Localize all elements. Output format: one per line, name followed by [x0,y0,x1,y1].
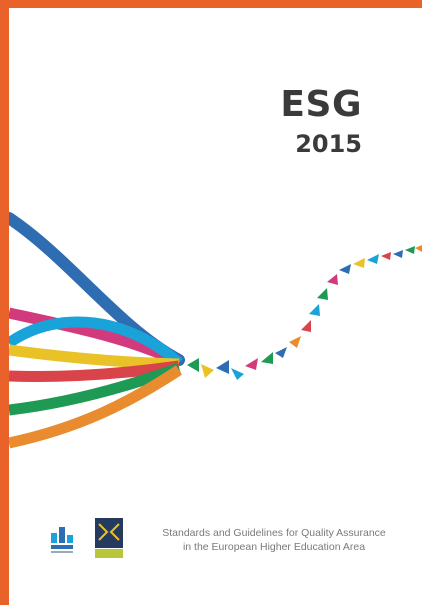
ribbon-green [9,362,181,416]
document-cover: ESG 2015 Standards and Guidelines for Qu… [9,8,422,605]
document-year: 2015 [295,130,362,158]
enqa-logo-icon [51,527,73,553]
esu-logo-icon [95,518,123,558]
ribbon-red [9,360,180,382]
document-subtitle: Standards and Guidelines for Quality Ass… [129,526,419,554]
triangle-trail [187,245,422,380]
ribbon-orange [9,365,183,449]
subtitle-line-1: Standards and Guidelines for Quality Ass… [162,527,386,539]
document-title: ESG [280,84,362,125]
ribbon-cyan [9,316,183,368]
subtitle-line-2: in the European Higher Education Area [182,541,366,553]
ribbon-artwork [9,212,422,449]
